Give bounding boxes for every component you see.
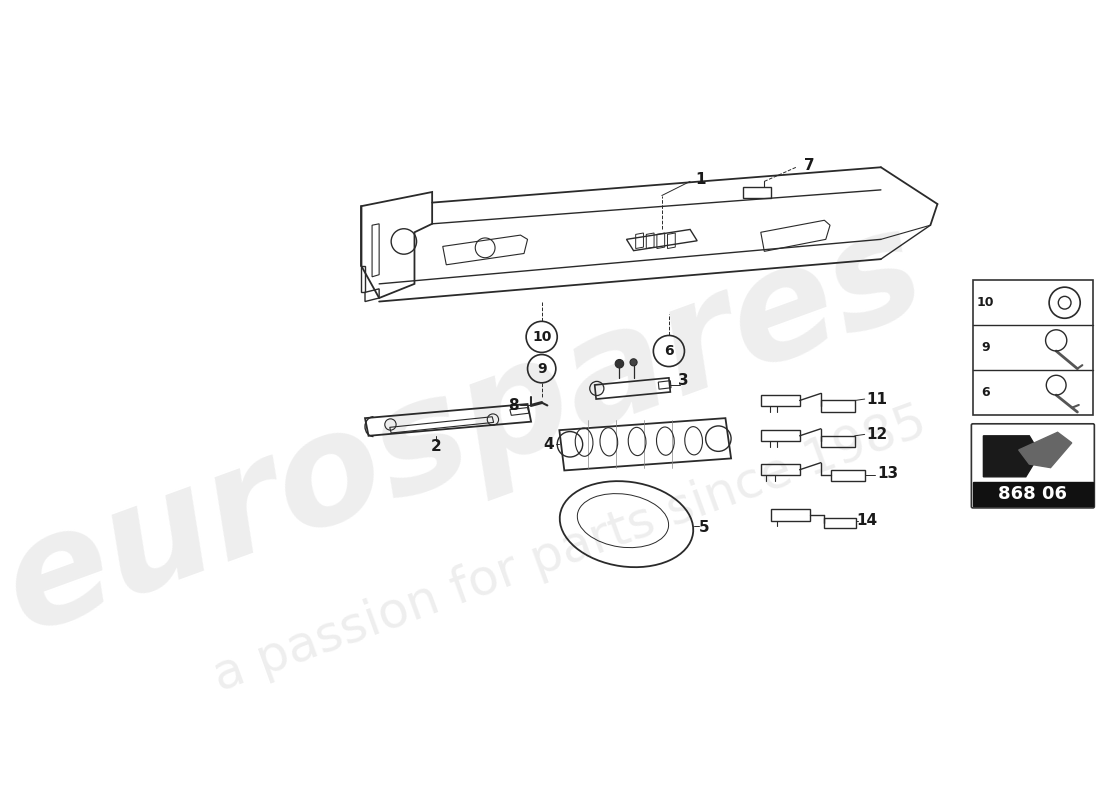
- Text: a passion for parts since 1985: a passion for parts since 1985: [207, 397, 933, 701]
- Text: 12: 12: [867, 427, 888, 442]
- Bar: [832, 470, 866, 481]
- Bar: [771, 510, 811, 521]
- Text: 7: 7: [803, 158, 814, 173]
- Text: 2: 2: [430, 439, 441, 454]
- Text: 3: 3: [678, 373, 689, 388]
- Bar: [761, 464, 800, 475]
- Text: 868 06: 868 06: [999, 486, 1067, 503]
- Text: 6: 6: [981, 386, 990, 398]
- Text: 11: 11: [867, 391, 888, 406]
- Bar: [972, 280, 1093, 414]
- Circle shape: [630, 358, 637, 366]
- Circle shape: [615, 359, 624, 368]
- Polygon shape: [983, 436, 1040, 477]
- Bar: [821, 401, 855, 412]
- Text: 8: 8: [508, 398, 519, 413]
- Text: 9: 9: [537, 362, 547, 376]
- Text: 13: 13: [878, 466, 899, 482]
- Bar: [761, 430, 800, 442]
- Bar: [761, 395, 800, 406]
- Text: 10: 10: [532, 330, 551, 344]
- Text: 10: 10: [977, 296, 994, 310]
- Text: eurospares: eurospares: [0, 194, 944, 664]
- Text: 6: 6: [664, 344, 673, 358]
- Bar: [821, 436, 855, 447]
- Text: 4: 4: [543, 437, 554, 452]
- FancyBboxPatch shape: [971, 424, 1094, 508]
- Text: 1: 1: [695, 172, 706, 186]
- Text: 9: 9: [981, 341, 990, 354]
- Bar: [824, 518, 856, 528]
- Text: 14: 14: [856, 513, 878, 528]
- Polygon shape: [1019, 432, 1071, 468]
- Text: 5: 5: [698, 520, 710, 535]
- Bar: [972, 482, 1093, 506]
